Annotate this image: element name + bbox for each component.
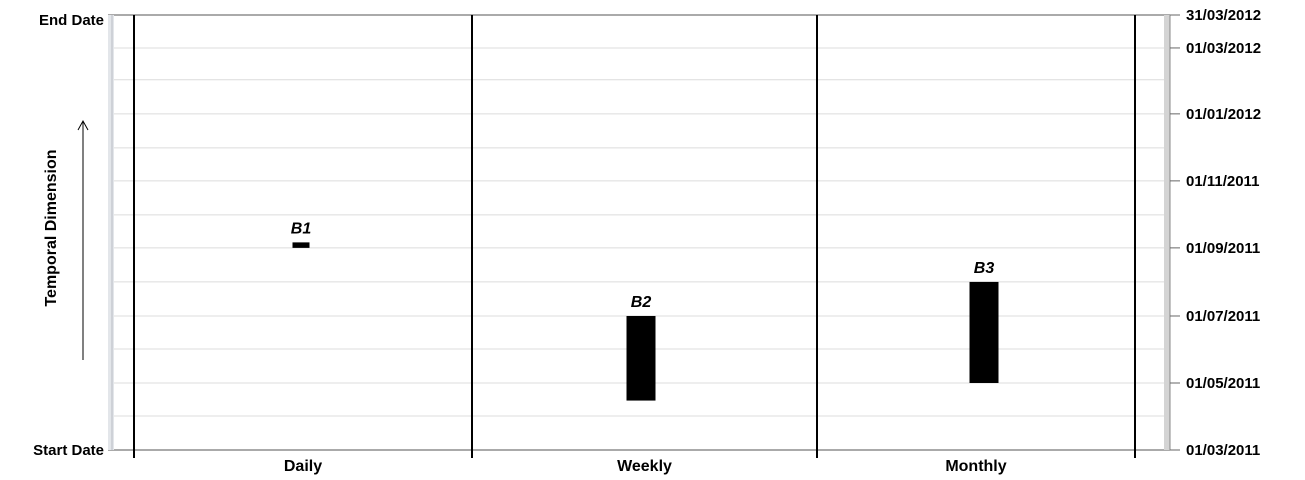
grid-lines (112, 47, 1164, 417)
start-date-label: Start Date (33, 442, 104, 459)
left-border-strip (108, 15, 114, 450)
y-tick-label: 01/07/2011 (1186, 308, 1260, 325)
y-tick-labels: 01/03/2011 01/05/2011 01/07/2011 01/09/2011… (1170, 7, 1261, 459)
bar (969, 281, 999, 383)
end-date-label: End Date (39, 12, 104, 29)
y-tick-label: 01/05/2011 (1186, 375, 1260, 392)
bar-label: B1 (291, 220, 312, 237)
y-axis-title-text: Temporal Dimension (43, 149, 60, 306)
y-tick-label: 01/11/2011 (1186, 173, 1259, 190)
chart-frame (108, 14, 1171, 451)
bar (626, 315, 656, 401)
right-border-strip (1164, 15, 1170, 450)
category-label: Monthly (945, 458, 1006, 475)
y-tick-label: 01/03/2012 (1186, 40, 1261, 57)
bar (292, 242, 310, 248)
category-labels: Daily Weekly Monthly (284, 458, 1007, 475)
category-separators (133, 15, 1136, 458)
y-tick-label: 01/01/2012 (1186, 106, 1261, 123)
bars: B1 B2 B3 (291, 220, 999, 401)
y-tick-label: 01/03/2011 (1186, 442, 1260, 459)
up-arrow-head (77, 119, 89, 131)
y-tick-label: 31/03/2012 (1186, 7, 1261, 24)
bar-label: B2 (631, 294, 652, 311)
bar-label: B3 (974, 260, 995, 277)
category-label: Weekly (617, 458, 672, 475)
y-axis-title: Temporal Dimension (43, 119, 89, 360)
y-tick-label: 01/09/2011 (1186, 240, 1260, 257)
category-label: Daily (284, 458, 322, 475)
